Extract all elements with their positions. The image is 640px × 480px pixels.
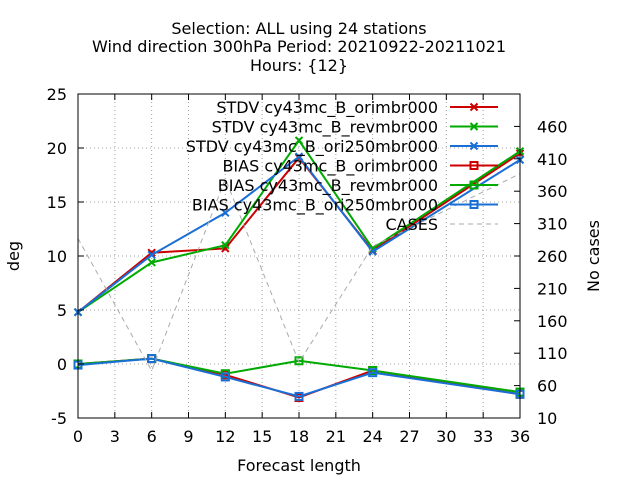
x-tick-label: 15: [252, 427, 272, 446]
x-tick-label: 21: [326, 427, 346, 446]
chart-title-line-1: Selection: ALL using 24 stations: [171, 19, 426, 38]
x-tick-label: 18: [289, 427, 309, 446]
chart-title-line-3: Hours: {12}: [250, 56, 348, 75]
data-point: [368, 368, 378, 378]
y2-tick-label: 260: [537, 247, 568, 266]
y2-tick-label: 60: [537, 377, 557, 396]
data-point: [147, 248, 156, 257]
legend-entry: CASES: [385, 215, 498, 234]
data-point: [294, 391, 304, 401]
series-line: [77, 173, 521, 372]
legend-entry: STDV cy43mc_B_orimbr000: [216, 98, 498, 118]
legend-label: BIAS cy43mc_B_orimbr000: [222, 157, 438, 177]
y-tick-label: 0: [57, 355, 67, 374]
x-tick-label: 3: [110, 427, 120, 446]
y-tick-label: 10: [47, 247, 67, 266]
legend-label: BIAS cy43mc_B_revmbr000: [218, 176, 438, 196]
legend-swatch-marker: [469, 141, 479, 151]
y2-tick-label: 210: [537, 279, 568, 298]
data-point: [368, 247, 377, 256]
y-tick-label: -5: [51, 409, 67, 428]
data-point: [221, 240, 230, 250]
data-point: [147, 354, 157, 364]
tick-layer: 0 3 6 9 12 15 18 21 24 27 30 33 36-50510152025106011…: [47, 85, 568, 446]
legend-entry: BIAS cy43mc_B_revmbr000: [218, 176, 498, 196]
data-point: [147, 250, 156, 260]
series-line: [77, 155, 521, 313]
legend-entry: BIAS cy43mc_B_ori250mbr000: [192, 196, 498, 216]
y2-axis-title: No cases: [584, 220, 603, 292]
chart-title-line-2: Wind direction 300hPa Period: 20210922-2…: [92, 37, 506, 56]
y2-tick-label: 160: [537, 312, 568, 331]
x-tick-label: 30: [436, 427, 456, 446]
y2-tick-label: 310: [537, 215, 568, 234]
legend-label: STDV cy43mc_B_revmbr000: [212, 118, 438, 138]
data-point: [221, 244, 230, 253]
legend-label: BIAS cy43mc_B_ori250mbr000: [192, 196, 438, 216]
y-axis-title: deg: [4, 241, 23, 271]
y2-tick-label: 410: [537, 150, 568, 169]
legend-label: STDV cy43mc_B_orimbr000: [216, 98, 438, 118]
x-tick-label: 36: [510, 427, 530, 446]
series-layer: [73, 136, 525, 402]
x-tick-label: 27: [399, 427, 419, 446]
data-point: [294, 152, 304, 161]
x-tick-label: 33: [473, 427, 493, 446]
y2-tick-label: 360: [537, 182, 568, 201]
x-tick-label: 24: [362, 427, 382, 446]
y-tick-label: 15: [47, 193, 67, 212]
x-axis-title: Forecast length: [237, 456, 361, 475]
data-point: [147, 258, 156, 267]
y-tick-label: 25: [47, 85, 67, 104]
legend-entry: BIAS cy43mc_B_orimbr000: [222, 157, 498, 177]
legend-swatch-marker: [469, 180, 479, 190]
x-tick-label: 6: [147, 427, 157, 446]
legend-label: CASES: [385, 215, 438, 234]
y-tick-label: 20: [47, 139, 67, 158]
series-line: [77, 138, 521, 313]
legend-swatch-marker: [469, 102, 479, 112]
legend-swatch-marker: [469, 200, 479, 209]
x-tick-label: 9: [183, 427, 193, 446]
data-point: [294, 136, 304, 145]
y-tick-label: 5: [57, 301, 67, 320]
series-line: [77, 152, 521, 313]
series-line: [77, 357, 521, 398]
x-tick-label: 0: [73, 427, 83, 446]
legend-label: STDV cy43mc_B_ori250mbr000: [186, 137, 438, 157]
y2-tick-label: 110: [537, 344, 568, 363]
legend-swatch-marker: [469, 161, 479, 170]
data-point: [220, 372, 230, 382]
data-point: [294, 356, 304, 366]
legend-swatch-marker: [469, 122, 479, 131]
series-7: [77, 173, 521, 372]
y2-tick-label: 10: [537, 409, 557, 428]
data-point: [221, 208, 230, 218]
x-tick-label: 12: [215, 427, 235, 446]
y2-tick-label: 460: [537, 117, 568, 136]
legend-entry: STDV cy43mc_B_ori250mbr000: [186, 137, 498, 157]
legend-entry: STDV cy43mc_B_revmbr000: [212, 118, 498, 138]
